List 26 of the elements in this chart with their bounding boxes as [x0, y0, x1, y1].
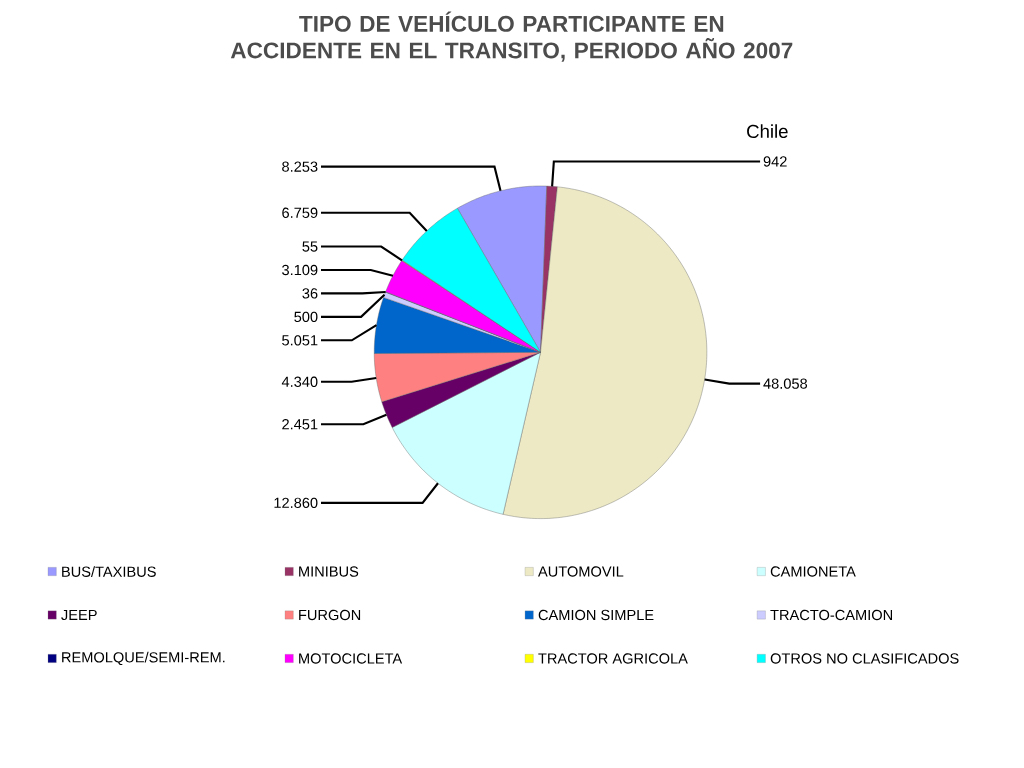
legend-label: CAMION SIMPLE	[538, 609, 654, 621]
data-label: 3.109	[282, 264, 318, 276]
legend-label: CAMIONETA	[770, 566, 856, 577]
legend-label: MOTOCICLETA	[299, 653, 403, 664]
data-label: 5.051	[282, 335, 318, 346]
data-label: 500	[294, 311, 318, 323]
legend-label: BUS/TAXIBUS	[62, 566, 156, 577]
data-label: 2.451	[282, 419, 318, 430]
legend-label: JEEP	[61, 609, 97, 621]
data-label: 942	[763, 156, 787, 167]
data-label: 8.253	[282, 161, 318, 172]
data-label: 55	[302, 241, 318, 252]
legend-label: REMOLQUE/SEMI-REM.	[62, 651, 225, 666]
data-label: 6.759	[282, 207, 318, 218]
legend-label: FURGON	[299, 609, 361, 621]
legend-label: OTROS NO CLASIFICADOS	[770, 653, 959, 664]
data-label: 36	[302, 288, 318, 299]
legend-label: TRACTO-CAMION	[770, 609, 892, 621]
legend-label: MINIBUS	[299, 566, 359, 577]
data-label: 12.860	[274, 497, 318, 508]
chart-title: TIPO DE VEHÍCULO PARTICIPANTE EN ACCIDENTE EN EL TRANSITO, PERIODO AÑO 2007	[230, 11, 793, 62]
legend-label: TRACTOR AGRICOLA	[538, 653, 688, 664]
legend-label: AUTOMOVIL	[538, 566, 624, 577]
data-label: 4.340	[281, 376, 318, 387]
text: Chile	[747, 124, 788, 138]
data-label: 48.058	[763, 378, 808, 389]
